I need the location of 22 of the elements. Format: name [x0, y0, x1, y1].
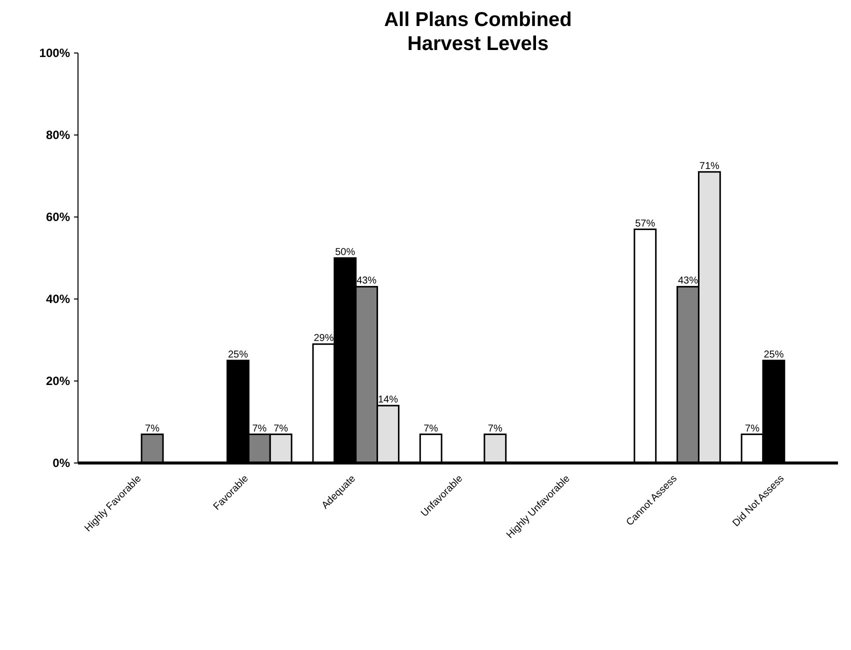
data-label: 57% [635, 218, 656, 230]
y-tick-label: 60% [46, 210, 70, 224]
data-label: 50% [335, 247, 356, 258]
y-tick-label: 0% [52, 456, 70, 470]
data-label: 25% [228, 350, 248, 360]
y-tick-label: 80% [46, 128, 70, 142]
data-label: 7% [424, 423, 438, 434]
y-tick-label: 100% [39, 46, 70, 60]
data-label: 7% [252, 423, 267, 434]
data-label: 29% [314, 333, 334, 344]
data-label: 14% [378, 394, 398, 406]
data-label: 25% [764, 350, 784, 360]
data-label: 7% [488, 423, 502, 434]
data-label: 7% [145, 423, 160, 434]
chart-title: All Plans Combined Harvest Levels [384, 9, 572, 55]
data-label: 7% [274, 423, 288, 434]
y-tick-label: 20% [46, 374, 70, 388]
data-label: 7% [745, 423, 760, 434]
data-label: 43% [678, 276, 698, 287]
data-label: 71% [699, 160, 720, 172]
data-label: 43% [356, 276, 377, 287]
y-tick-label: 40% [46, 292, 70, 306]
